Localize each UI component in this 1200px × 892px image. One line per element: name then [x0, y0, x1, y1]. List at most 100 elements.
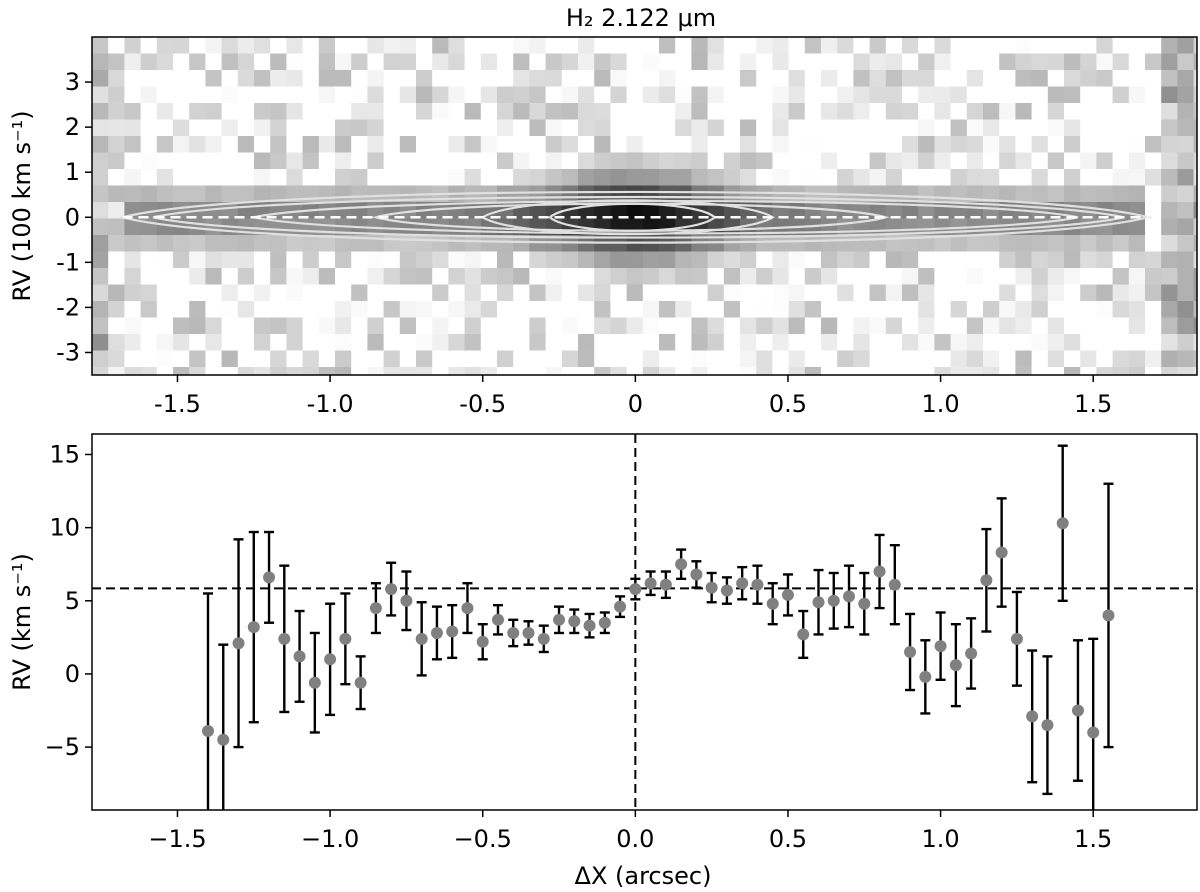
heatmap-cell	[124, 86, 142, 104]
heatmap-cell	[302, 103, 320, 121]
heatmap-cell	[173, 251, 190, 269]
heatmap-cell	[740, 86, 757, 104]
heatmap-cell	[869, 185, 887, 203]
heatmap-cell	[513, 334, 530, 352]
heatmap-cell	[140, 202, 158, 220]
heatmap-cell	[1112, 367, 1130, 375]
heatmap-cell	[869, 268, 887, 286]
heatmap-cell	[659, 350, 676, 368]
heatmap-cell	[367, 367, 385, 375]
heatmap-cell	[221, 136, 239, 154]
heatmap-cell	[156, 218, 174, 236]
heatmap-cell	[804, 37, 822, 55]
heatmap-cell	[594, 268, 611, 286]
heatmap-cell	[513, 301, 530, 319]
heatmap-cell	[1128, 53, 1146, 71]
heatmap-cell	[156, 268, 174, 286]
heatmap-cell	[578, 284, 595, 302]
heatmap-cell	[1015, 301, 1033, 319]
heatmap-cell	[1145, 350, 1162, 368]
heatmap-cell	[237, 70, 255, 88]
rv-marker	[553, 613, 566, 626]
heatmap-cell	[999, 235, 1016, 253]
heatmap-cell	[675, 367, 692, 375]
heatmap-cell	[383, 86, 401, 104]
heatmap-cell	[1193, 136, 1197, 154]
heatmap-cell	[399, 367, 417, 375]
heatmap-cell	[869, 251, 887, 269]
heatmap-cell	[659, 185, 676, 203]
heatmap-cell	[1161, 70, 1178, 88]
heatmap-cell	[156, 70, 174, 88]
rv-data-point	[812, 568, 825, 636]
heatmap-cell	[1128, 37, 1146, 55]
heatmap-cell	[1177, 37, 1195, 55]
heatmap-cell	[610, 119, 628, 137]
heatmap-cell	[205, 86, 223, 104]
heatmap-cell	[480, 119, 498, 137]
heatmap-cell	[659, 317, 676, 335]
heatmap-cell	[723, 301, 741, 319]
heatmap-cell	[804, 284, 822, 302]
heatmap-cell	[1096, 103, 1114, 121]
rv-marker	[308, 676, 321, 689]
heatmap-cell	[1145, 185, 1162, 203]
heatmap-cell	[156, 334, 174, 352]
heatmap-cell	[675, 284, 692, 302]
heatmap-cell	[626, 334, 644, 352]
heatmap-cell	[966, 301, 984, 319]
heatmap-cell	[448, 53, 466, 71]
heatmap-cell	[918, 37, 935, 55]
heatmap-cell	[561, 367, 579, 375]
heatmap-cell	[416, 235, 433, 253]
heatmap-cell	[108, 185, 125, 203]
heatmap-cell	[173, 169, 190, 187]
heatmap-cell	[416, 284, 433, 302]
heatmap-cell	[124, 169, 142, 187]
heatmap-cell	[108, 169, 125, 187]
y-tick-label: 2	[65, 113, 80, 141]
heatmap-cell	[578, 350, 595, 368]
heatmap-cell	[610, 37, 628, 55]
heatmap-cell	[642, 268, 660, 286]
heatmap-cell	[594, 86, 611, 104]
heatmap-cell	[432, 70, 449, 88]
heatmap-cell	[367, 169, 385, 187]
heatmap-cell	[675, 301, 692, 319]
heatmap-cell	[108, 218, 125, 236]
heatmap-cell	[983, 202, 1000, 220]
heatmap-cell	[173, 70, 190, 88]
heatmap-cell	[1112, 169, 1130, 187]
heatmap-cell	[610, 136, 628, 154]
heatmap-cell	[934, 334, 952, 352]
heatmap-cell	[399, 152, 417, 170]
heatmap-cell	[1015, 268, 1033, 286]
heatmap-cell	[1161, 251, 1178, 269]
heatmap-cell	[237, 334, 255, 352]
heatmap-cell	[221, 103, 239, 121]
heatmap-cell	[999, 185, 1016, 203]
heatmap-cell	[335, 53, 352, 71]
heatmap-cell	[1047, 235, 1065, 253]
heatmap-cell	[853, 251, 871, 269]
heatmap-cell	[92, 367, 109, 375]
heatmap-cell	[432, 367, 449, 375]
rv-data-point	[476, 622, 489, 661]
heatmap-cell	[999, 251, 1016, 269]
heatmap-cell	[885, 301, 903, 319]
rv-data-point	[736, 565, 749, 601]
heatmap-cell	[480, 103, 498, 121]
heatmap-cell	[351, 169, 368, 187]
heatmap-cell	[383, 70, 401, 88]
heatmap-cell	[918, 86, 935, 104]
rv-data-point	[888, 543, 901, 626]
heatmap-cell	[270, 350, 287, 368]
heatmap-cell	[772, 251, 790, 269]
heatmap-cell	[480, 136, 498, 154]
heatmap-cell	[966, 169, 984, 187]
heatmap-cell	[108, 136, 125, 154]
heatmap-cell	[221, 86, 239, 104]
heatmap-cell	[1096, 169, 1114, 187]
heatmap-cell	[189, 251, 206, 269]
heatmap-cell	[399, 103, 417, 121]
